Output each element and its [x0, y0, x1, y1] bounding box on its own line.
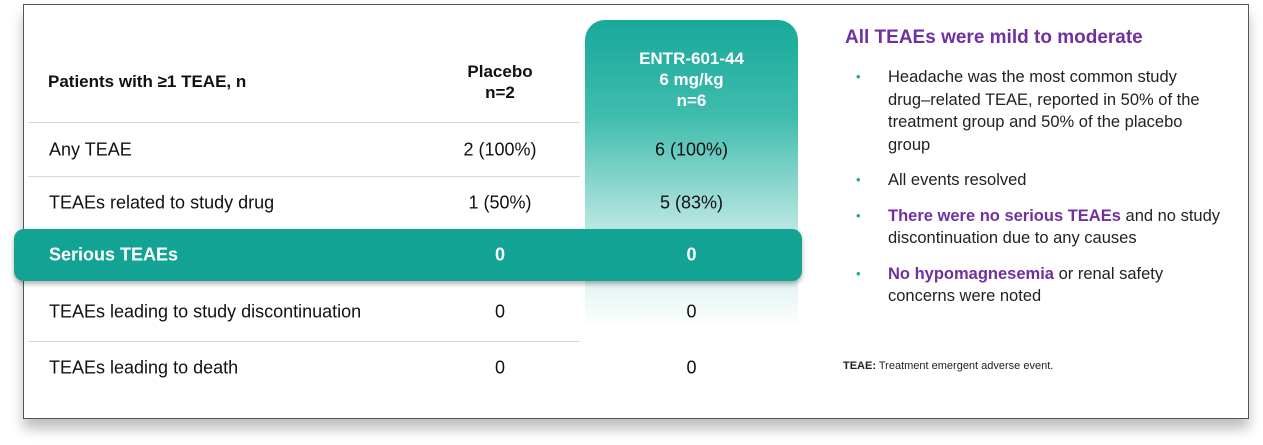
summary-title: All TEAEs were mild to moderate [845, 27, 1143, 48]
row-separator [28, 122, 580, 123]
bullet: There were no serious TEAEs and no study… [852, 205, 1222, 250]
row-value: 0 [494, 301, 505, 322]
row-value: 0 [686, 357, 697, 378]
row-label: TEAEs leading to study discontinuation [49, 301, 362, 322]
header-line: 6 mg/kg [659, 70, 724, 89]
column-header: Placebo n=2 [420, 61, 580, 103]
row-value: 0 [494, 357, 505, 378]
row-value: 0 [494, 244, 505, 265]
bullet: No hypomagnesemia or renal safety concer… [852, 263, 1222, 308]
row-label: TEAEs leading to death [49, 357, 239, 378]
bullet-text: Headache was the most common study drug–… [888, 68, 1200, 154]
bullet: Headache was the most common study drug–… [852, 66, 1222, 156]
bullet-list: Headache was the most common study drug–… [852, 66, 1222, 321]
row-value: 5 (83%) [659, 192, 724, 213]
bullet-text: and no study discontinuation due to any … [888, 206, 1221, 248]
header-line: Placebo [467, 62, 533, 81]
header-label: Patients with ≥1 TEAE, n [48, 72, 247, 91]
row-value: 0 [686, 301, 697, 322]
bullet-emphasis: There were no serious TEAEs [888, 206, 1121, 225]
footnote: TEAE: Treatment emergent adverse event. [843, 360, 1053, 372]
highlight-column [585, 20, 798, 405]
row-separator [28, 176, 580, 177]
row-label: Serious TEAEs [49, 244, 179, 265]
row-label: Any TEAE [49, 139, 132, 160]
column-header: ENTR-601-44 6 mg/kg n=6 [585, 48, 798, 111]
bullet-text: All events resolved [888, 171, 1027, 189]
footnote-term: TEAE: [843, 360, 876, 372]
row-separator [28, 341, 580, 342]
row-value: 6 (100%) [654, 139, 729, 160]
header-line: n=6 [676, 91, 707, 110]
row-label: TEAEs related to study drug [49, 192, 275, 213]
header-line: ENTR-601-44 [639, 49, 744, 68]
row-value: 1 (50%) [468, 192, 532, 213]
bullet-text: or renal safety concerns were noted [888, 264, 1164, 306]
highlight-row [14, 229, 802, 281]
bullet-emphasis: No hypomagnesemia [888, 264, 1054, 283]
row-value: 0 [686, 244, 697, 265]
footnote-text: Treatment emergent adverse event. [878, 360, 1054, 372]
header-line: n=2 [485, 83, 515, 102]
bullet: All events resolved [852, 169, 1222, 192]
row-value: 2 (100%) [463, 139, 537, 160]
